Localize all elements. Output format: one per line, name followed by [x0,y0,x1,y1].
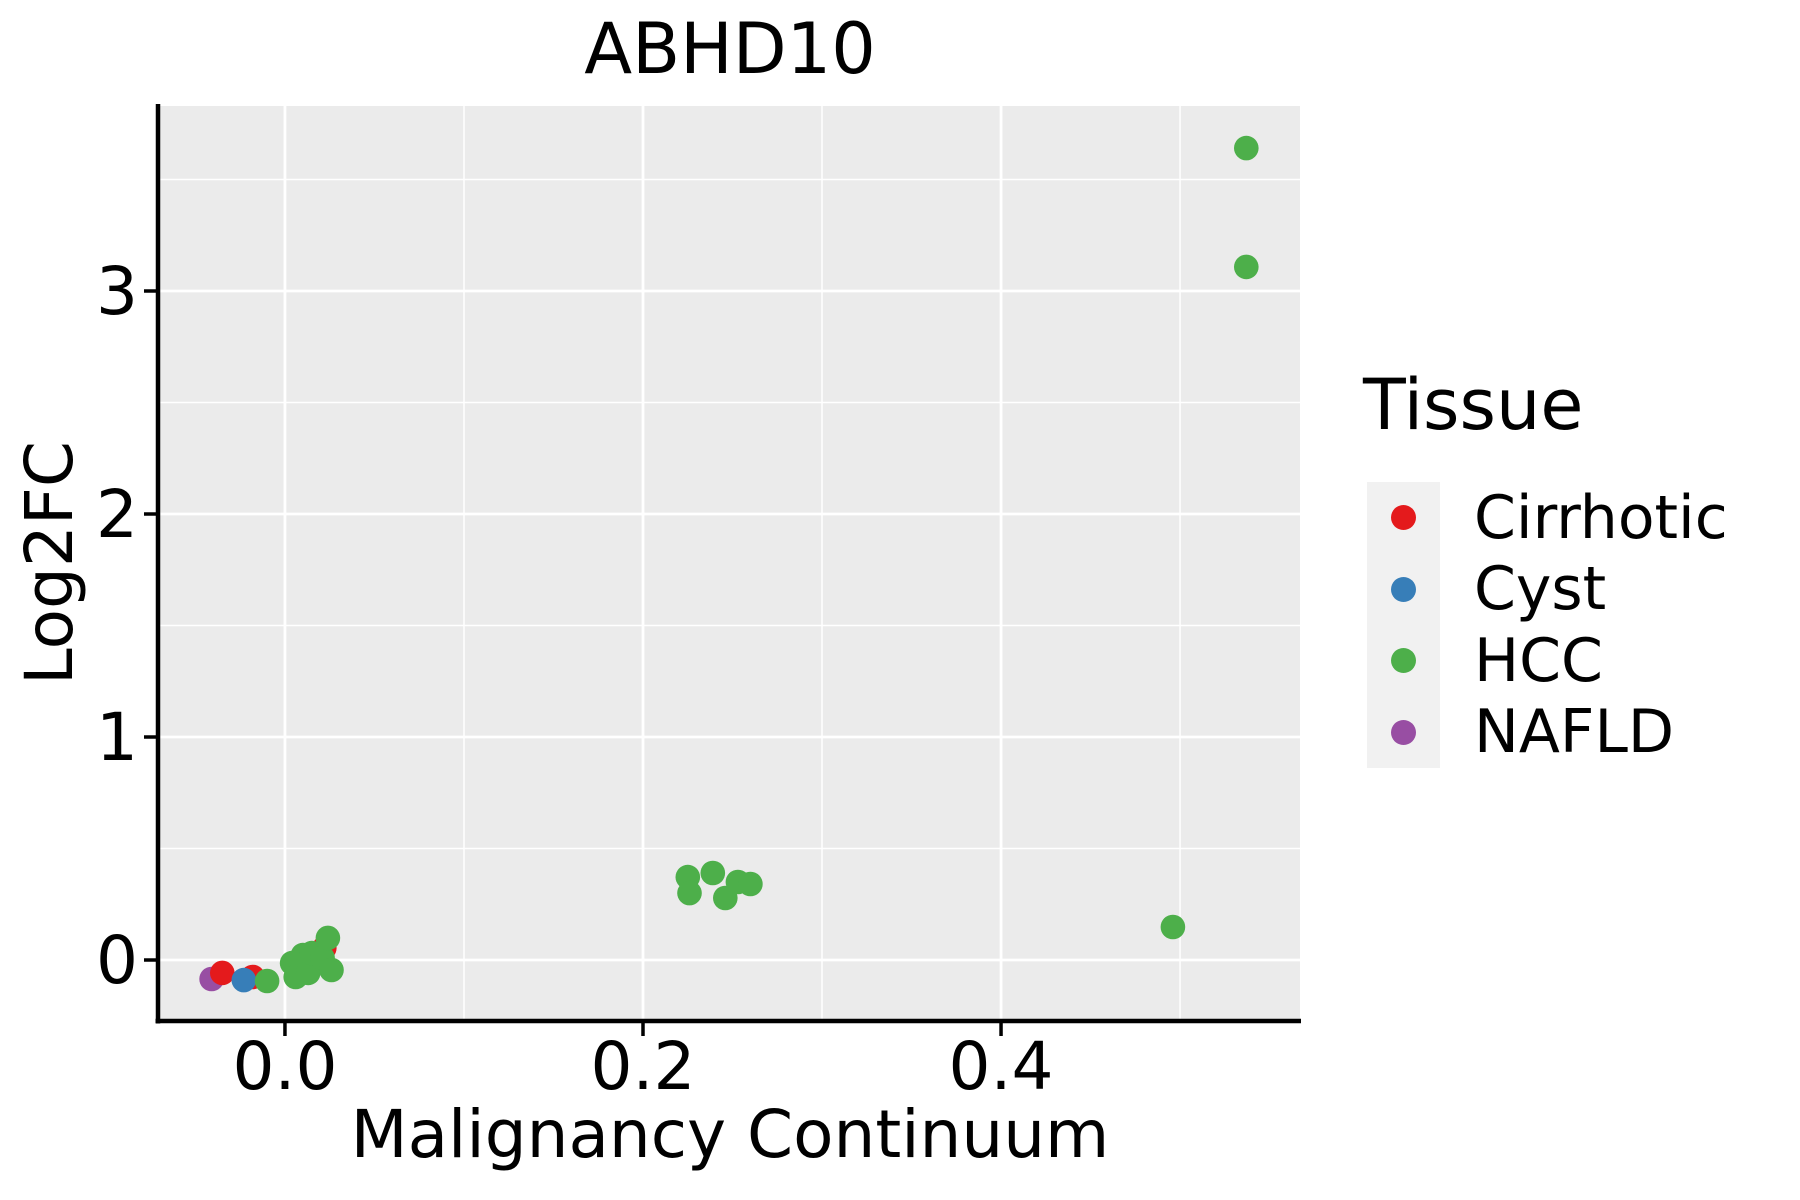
x-tick-label: 0.2 [591,1028,696,1105]
legend: Tissue Cirrhotic Cyst HCC NAFLD [1363,370,1728,768]
y-tick-label: 2 [96,476,138,553]
legend-title: Tissue [1363,364,1584,446]
legend-key [1367,553,1440,625]
legend-label: Cirrhotic [1474,482,1728,553]
x-tick-label: 0.4 [949,1028,1054,1105]
legend-dot-icon [1391,505,1416,531]
plot-title: ABHD10 [584,8,876,90]
y-tick-label: 3 [96,253,138,330]
legend-dot-icon [1391,719,1416,745]
legend-label: Cyst [1474,554,1607,625]
scatter-point-hcc [1160,914,1186,940]
legend-label: HCC [1474,625,1603,696]
scatter-point-hcc [319,957,344,983]
legend-item-hcc: HCC [1367,625,1728,697]
legend-item-cyst: Cyst [1367,553,1728,625]
scatter-point-hcc [254,968,280,994]
legend-label: NAFLD [1474,697,1675,768]
plot-panel [160,106,1300,1021]
scatter-point-hcc [677,880,702,906]
legend-item-nafld: NAFLD [1367,696,1728,768]
x-tick-label: 0.0 [232,1028,337,1105]
y-axis-label: Log2FC [11,441,88,685]
y-tick-label: 0 [96,922,138,999]
scatter-point-hcc [1234,254,1259,280]
legend-key [1367,696,1440,768]
x-axis-label: Malignancy Continuum [350,1096,1110,1173]
legend-item-cirrhotic: Cirrhotic [1367,482,1728,554]
legend-key [1367,625,1440,697]
y-tick-label: 1 [96,699,138,776]
legend-key [1367,482,1440,554]
legend-dot-icon [1391,648,1416,674]
scatter-point-cirrhotic [210,960,235,986]
scatter-point-hcc [315,925,341,951]
legend-dot-icon [1391,576,1416,602]
scatter-point-hcc [700,860,726,886]
scatter-point-hcc [738,871,763,897]
scatter-point-hcc [1234,135,1259,161]
scatter-point-cyst [231,967,257,993]
legend-items: Cirrhotic Cyst HCC NAFLD [1367,482,1728,768]
